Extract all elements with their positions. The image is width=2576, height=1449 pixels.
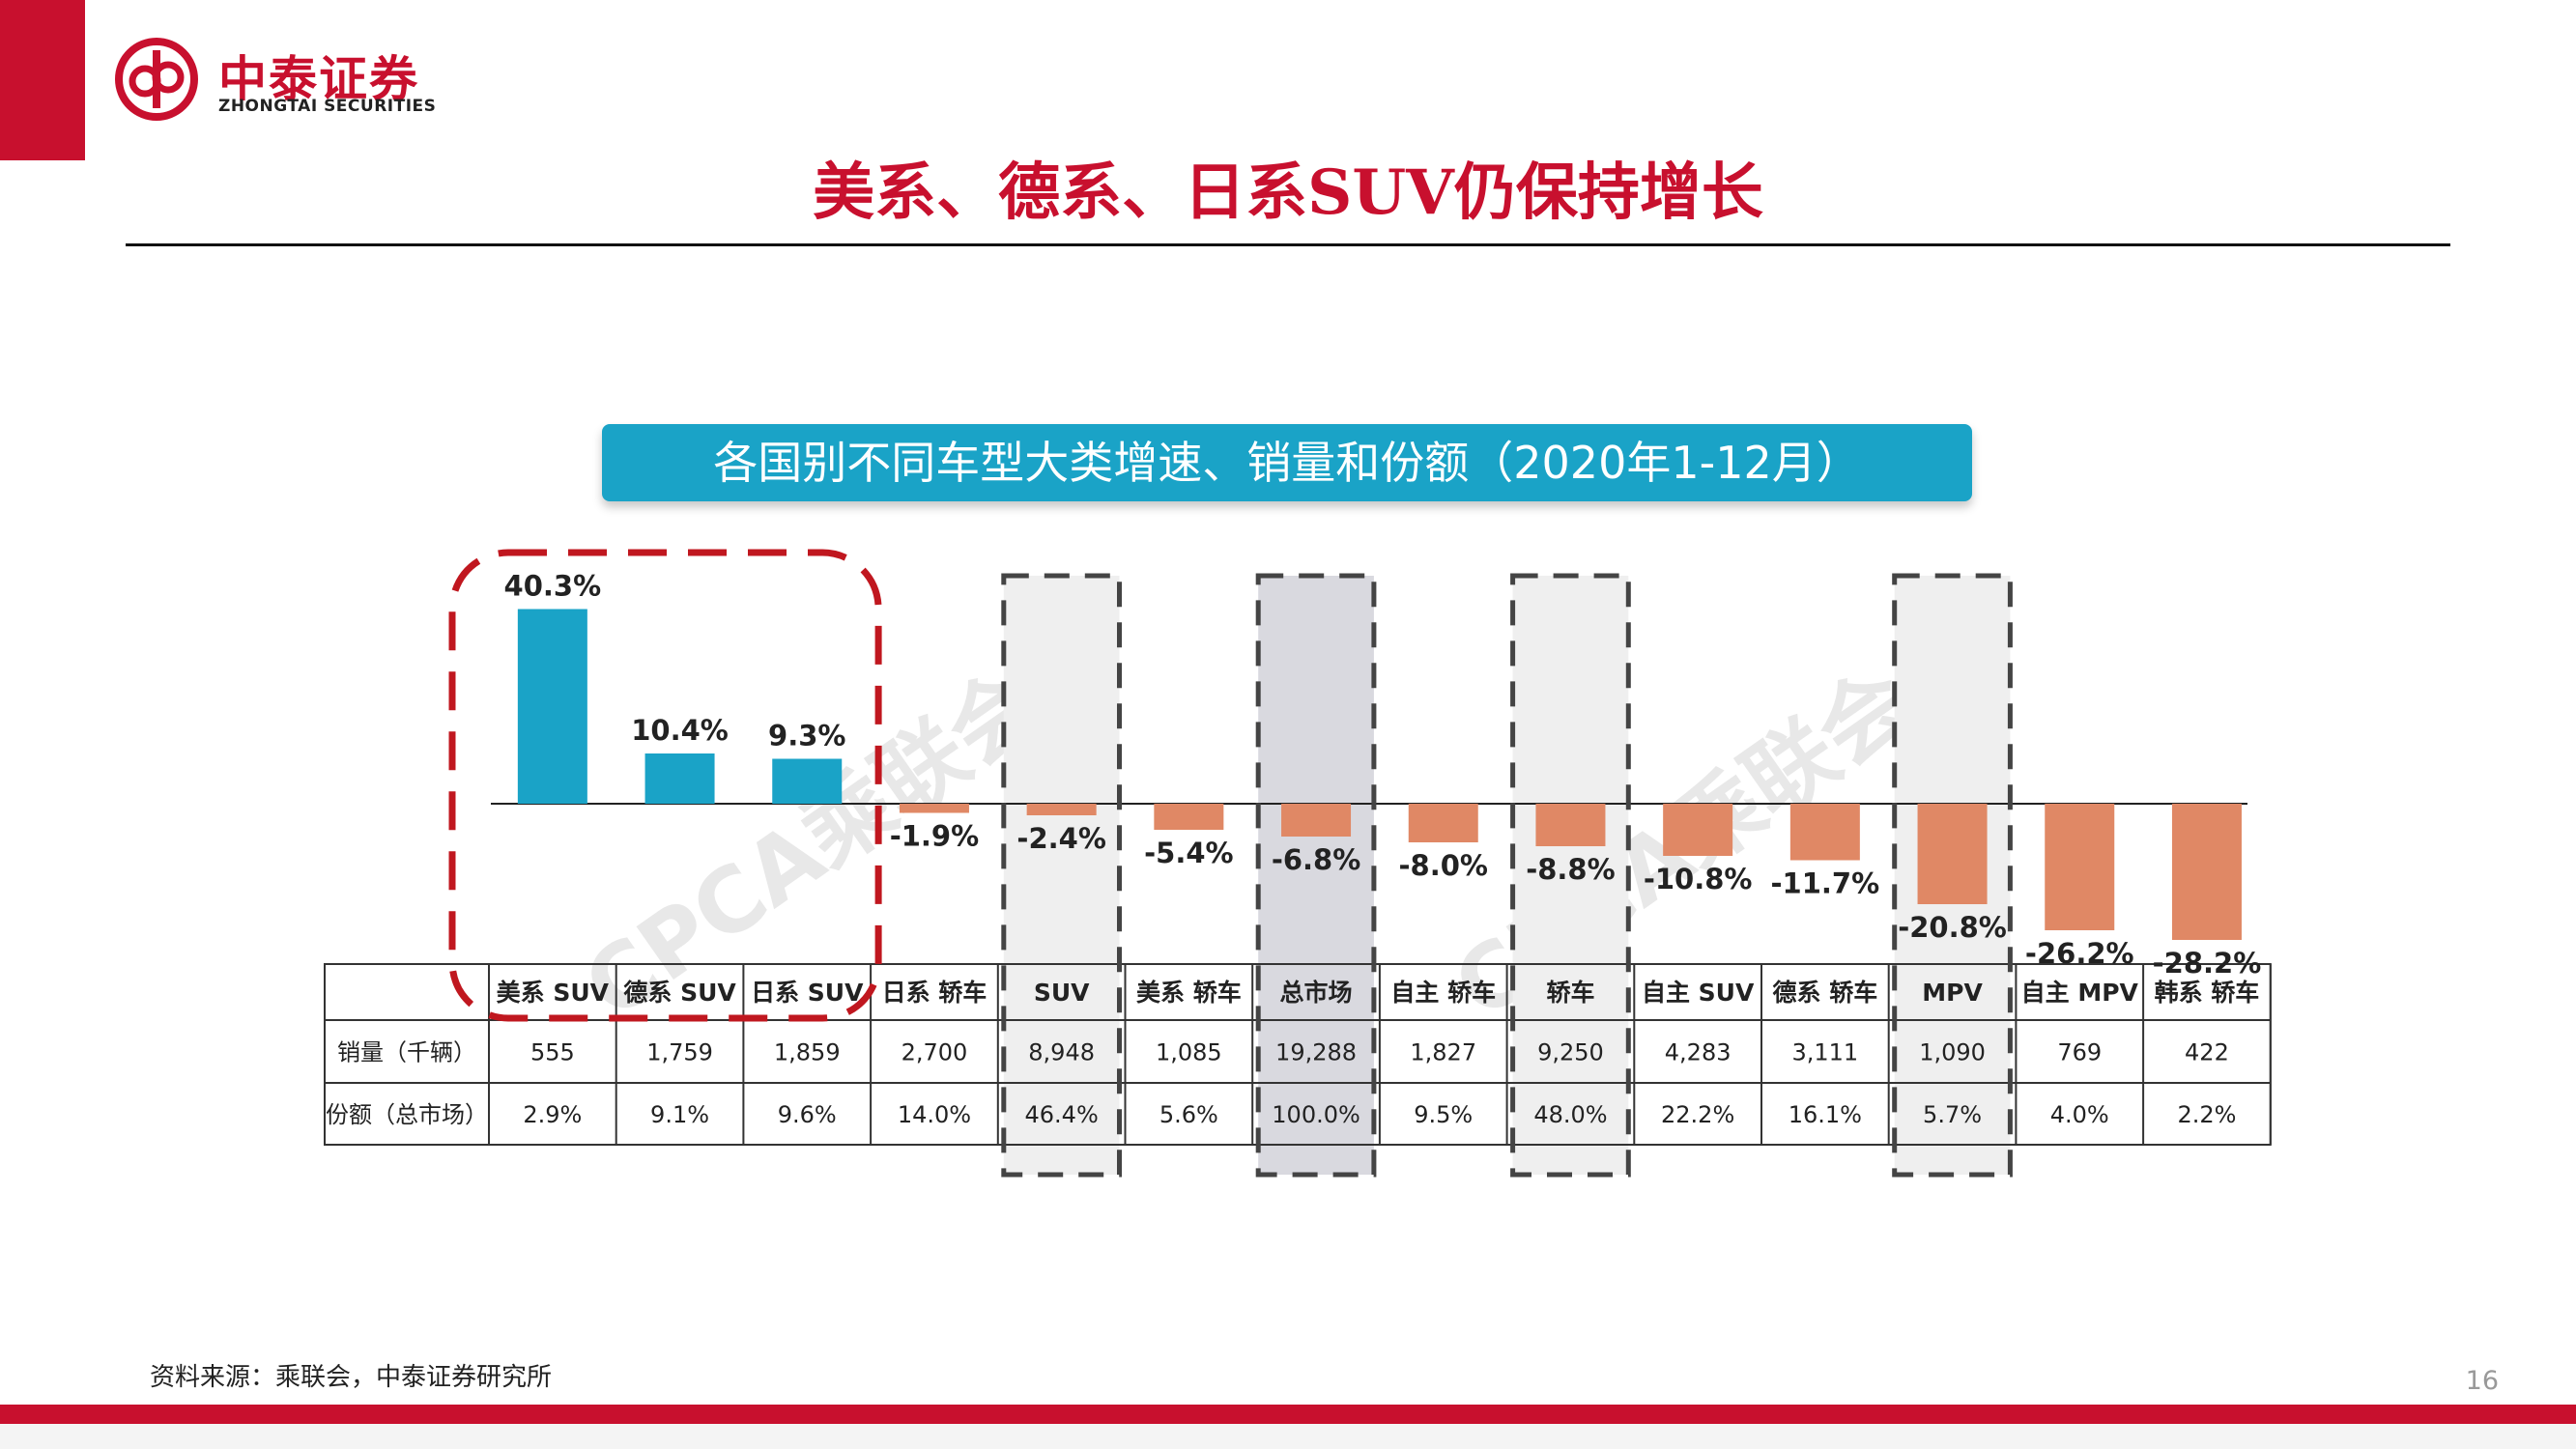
bar-value-label: -2.4% bbox=[1016, 822, 1105, 855]
shaded-column-7 bbox=[1258, 576, 1374, 1175]
category-label: 德系 轿车 bbox=[1772, 979, 1877, 1007]
source-footnote: 资料来源：乘联会，中泰证券研究所 bbox=[150, 1363, 553, 1392]
share-cell: 22.2% bbox=[1661, 1101, 1734, 1128]
brand-name-en: ZHONGTAI SECURITIES bbox=[218, 97, 437, 116]
category-label: 自主 MPV bbox=[2021, 979, 2139, 1007]
category-label: 总市场 bbox=[1280, 979, 1353, 1007]
highlight-group-box bbox=[448, 549, 882, 1022]
sales-cell: 1,085 bbox=[1156, 1039, 1222, 1066]
sales-cell: 422 bbox=[2185, 1039, 2229, 1066]
bar-value-label: -6.8% bbox=[1272, 843, 1360, 876]
category-label: 德系 SUV bbox=[623, 979, 736, 1007]
bar-1 bbox=[517, 609, 587, 804]
bar-11 bbox=[1789, 804, 1860, 861]
bar-value-label: -26.2% bbox=[2025, 937, 2134, 970]
bar-3 bbox=[772, 758, 843, 804]
share-cell: 100.0% bbox=[1272, 1101, 1360, 1128]
sales-cell: 1,090 bbox=[1919, 1039, 1986, 1066]
category-label: 自主 轿车 bbox=[1390, 979, 1496, 1007]
share-cell: 9.6% bbox=[778, 1101, 837, 1128]
share-cell: 9.5% bbox=[1414, 1101, 1473, 1128]
table-row-label-share: 份额（总市场） bbox=[326, 1101, 488, 1128]
share-cell: 16.1% bbox=[1789, 1101, 1862, 1128]
bar-10 bbox=[1663, 804, 1733, 856]
category-label: MPV bbox=[1922, 979, 1983, 1007]
shaded-column-9 bbox=[1512, 576, 1629, 1175]
bar-13 bbox=[2045, 804, 2115, 930]
bar-value-label: -1.9% bbox=[890, 820, 979, 853]
corner-accent-bar bbox=[0, 0, 85, 160]
table-row-label-sales: 销量（千辆） bbox=[337, 1039, 476, 1066]
bar-12 bbox=[1917, 804, 1988, 904]
bar-value-label: -8.0% bbox=[1399, 849, 1488, 882]
bar-value-label: -11.7% bbox=[1771, 867, 1880, 900]
category-label: 日系 SUV bbox=[751, 979, 864, 1007]
sales-cell: 8,948 bbox=[1028, 1039, 1095, 1066]
category-label: SUV bbox=[1034, 979, 1090, 1007]
brand-name-cn: 中泰证券 bbox=[218, 51, 419, 107]
bar-value-label: -5.4% bbox=[1144, 837, 1233, 869]
bar-7 bbox=[1281, 804, 1352, 837]
sales-cell: 555 bbox=[530, 1039, 575, 1066]
dashed-column-box-12 bbox=[1892, 573, 2013, 1178]
category-label: 自主 SUV bbox=[1642, 979, 1755, 1007]
category-label: 美系 SUV bbox=[497, 979, 610, 1007]
bar-14 bbox=[2171, 804, 2242, 940]
share-cell: 5.7% bbox=[1923, 1101, 1982, 1128]
bar-value-label: 10.4% bbox=[631, 714, 729, 747]
sales-cell: 769 bbox=[2057, 1039, 2102, 1066]
bar-9 bbox=[1535, 804, 1606, 846]
bar-4 bbox=[899, 804, 969, 813]
page-title: 美系、德系、日系SUV仍保持增长 bbox=[813, 156, 1763, 229]
brand-logo: 中泰证券 ZHONGTAI SECURITIES bbox=[114, 37, 462, 124]
sales-cell: 9,250 bbox=[1537, 1039, 1604, 1066]
category-label: 日系 轿车 bbox=[882, 979, 987, 1007]
category-label: 美系 轿车 bbox=[1136, 979, 1242, 1007]
bottom-footer-strip bbox=[0, 1424, 2576, 1449]
share-cell: 48.0% bbox=[1533, 1101, 1607, 1128]
title-divider bbox=[126, 243, 2450, 246]
dashed-column-box-5 bbox=[1001, 573, 1123, 1178]
category-label: 轿车 bbox=[1546, 979, 1594, 1007]
share-cell: 4.0% bbox=[2050, 1101, 2109, 1128]
bar-value-label: -10.8% bbox=[1644, 863, 1753, 895]
sales-cell: 1,759 bbox=[646, 1039, 713, 1066]
bottom-accent-bar bbox=[0, 1405, 2576, 1424]
sales-cell: 1,827 bbox=[1410, 1039, 1476, 1066]
bar-value-label: -28.2% bbox=[2153, 947, 2262, 980]
page-number: 16 bbox=[2465, 1366, 2499, 1396]
bar-value-label: 40.3% bbox=[504, 570, 602, 603]
share-cell: 5.6% bbox=[1159, 1101, 1218, 1128]
bar-2 bbox=[644, 753, 715, 804]
share-cell: 2.9% bbox=[523, 1101, 582, 1128]
bar-8 bbox=[1408, 804, 1478, 842]
sales-cell: 19,288 bbox=[1275, 1039, 1357, 1066]
share-cell: 9.1% bbox=[650, 1101, 709, 1128]
bar-value-label: -8.8% bbox=[1526, 853, 1615, 886]
dashed-column-box-7 bbox=[1255, 573, 1377, 1178]
chart-banner-title: 各国别不同车型大类增速、销量和份额（2020年1-12月） bbox=[602, 424, 1972, 501]
bar-value-label: 9.3% bbox=[768, 720, 845, 753]
brand-logo-icon bbox=[115, 38, 198, 121]
sales-cell: 1,859 bbox=[774, 1039, 841, 1066]
shaded-column-5 bbox=[1003, 576, 1120, 1175]
category-label: 韩系 轿车 bbox=[2155, 979, 2260, 1007]
dashed-column-box-9 bbox=[1510, 573, 1631, 1178]
sales-cell: 4,283 bbox=[1665, 1039, 1732, 1066]
sales-cell: 3,111 bbox=[1791, 1039, 1858, 1066]
share-cell: 46.4% bbox=[1025, 1101, 1099, 1128]
bar-5 bbox=[1026, 804, 1097, 815]
share-cell: 2.2% bbox=[2177, 1101, 2236, 1128]
share-cell: 14.0% bbox=[898, 1101, 971, 1128]
bar-6 bbox=[1154, 804, 1224, 830]
bar-value-label: -20.8% bbox=[1898, 911, 2007, 944]
sales-cell: 2,700 bbox=[902, 1039, 968, 1066]
